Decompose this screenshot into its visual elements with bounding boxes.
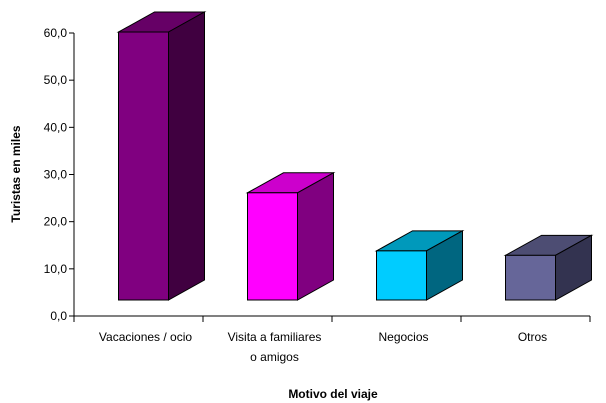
y-tick-label: 40,0 [44,120,68,134]
x-category-label: Negocios [378,330,428,344]
bar [374,230,465,301]
bar [503,234,594,301]
y-tick-label: 60,0 [44,26,68,40]
y-tick-label: 30,0 [44,168,68,182]
y-tick-label: 0,0 [50,309,67,323]
y-tick-label: 20,0 [44,215,68,229]
y-tick-label: 50,0 [44,73,68,87]
y-tick-label: 10,0 [44,262,68,276]
x-category-label-line: Negocios [378,330,428,344]
bars [116,11,594,301]
bar-front-face [505,254,556,301]
bar [245,171,336,301]
bar-side-face [297,171,334,301]
bar-front-face [118,31,169,301]
y-axis-title: Turistas en miles [9,125,23,222]
y-ticks: 0,0 10,0 20,0 30,0 40,0 50,0 60,0 [44,26,74,323]
x-category-label-line: o amigos [250,350,299,364]
x-axis-title: Motivo del viaje [288,387,378,401]
x-category-label: Visita a familiares o amigos [228,330,322,364]
bar-side-face [168,11,205,301]
bar-front-face [247,192,298,301]
bar [116,11,207,301]
category-labels: Vacaciones / ocio Visita a familiares o am… [99,330,547,364]
x-category-label: Vacaciones / ocio [99,330,192,344]
x-category-label-line: Otros [518,330,547,344]
x-category-label-line: Visita a familiares [228,330,322,344]
x-category-label-line: Vacaciones / ocio [99,330,192,344]
bar-front-face [376,250,427,301]
x-category-label: Otros [518,330,547,344]
x-ticks [73,316,591,322]
